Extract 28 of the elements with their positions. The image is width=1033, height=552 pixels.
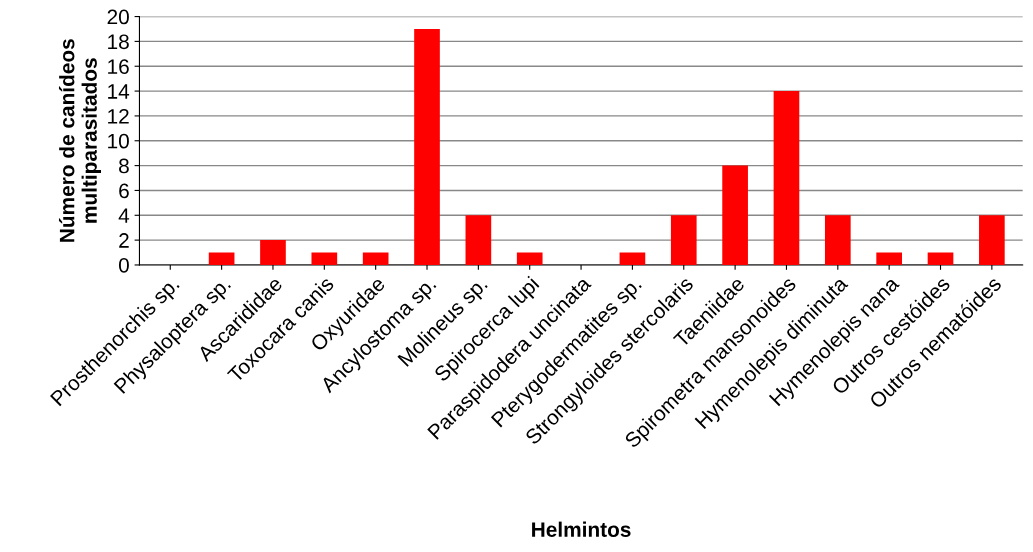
y-tick-label: 2	[119, 233, 129, 248]
y-tick-label: 8	[119, 158, 129, 174]
bar	[362, 252, 389, 265]
y-tick-label: 12	[108, 108, 129, 124]
bar	[465, 215, 492, 265]
bar	[722, 165, 748, 265]
bar	[208, 252, 235, 265]
y-tick-label: 16	[108, 59, 129, 74]
bar	[670, 215, 697, 265]
bar	[773, 91, 800, 265]
bar	[414, 28, 440, 265]
y-tick-label: 4	[118, 208, 130, 223]
bar	[619, 252, 646, 265]
bar	[927, 252, 954, 265]
y-tick-label: 14	[108, 84, 130, 99]
bar	[260, 240, 286, 265]
bar	[979, 215, 1005, 265]
bar	[824, 215, 851, 265]
y-axis-title: Número de canídeos multiparasitados	[58, 39, 102, 242]
bar	[311, 252, 338, 265]
bar	[516, 252, 543, 265]
y-tick-label: 18	[108, 34, 129, 50]
y-tick-label: 6	[119, 183, 129, 199]
x-axis-title: Helmintos	[532, 521, 631, 537]
y-tick-label: 20	[107, 9, 129, 25]
y-tick-label: 10	[108, 133, 129, 149]
y-tick-label: 0	[118, 257, 129, 273]
bar	[876, 252, 902, 265]
